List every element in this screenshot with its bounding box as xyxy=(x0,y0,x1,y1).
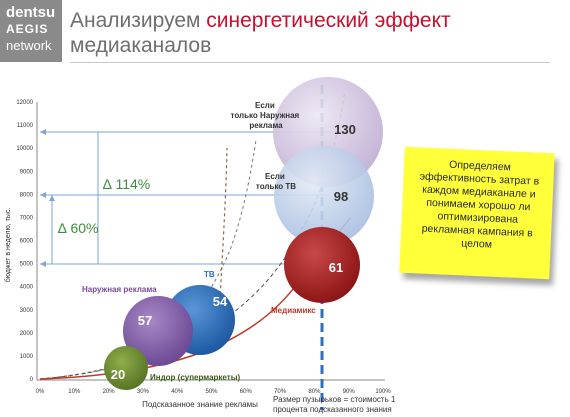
annotation-tv: ТВ xyxy=(204,270,215,279)
y-tick-label: 12000 xyxy=(16,100,33,106)
y-tick-label: 3000 xyxy=(20,308,34,314)
x-tick-label: 60% xyxy=(240,389,253,395)
x-tick-label: 40% xyxy=(171,389,184,395)
bracket-60-arrow xyxy=(49,195,55,201)
x-tick-labels: 0% 10% 20% 30% 40% 50% 60% 70% 80% 90% 100% xyxy=(36,389,392,395)
curve-outdoor xyxy=(39,139,257,380)
arrow-head-tv xyxy=(40,192,46,198)
y-tick-label: 7000 xyxy=(20,215,34,221)
x-axis-label: Подсказанное знание рекламы xyxy=(142,400,258,409)
annotation-indoor: Индор (супермаркеты) xyxy=(150,373,241,382)
bubble-size-caption: Размер пузырьков = стоимость 1 процента … xyxy=(273,395,396,414)
y-tick-label: 2000 xyxy=(20,331,34,337)
logo-line-2: AEGIS xyxy=(6,22,49,36)
y-tick-label: 9000 xyxy=(20,169,34,175)
y-tick-label: 8000 xyxy=(20,192,34,198)
y-tick-label: 5000 xyxy=(20,262,34,268)
y-tick-label: 4000 xyxy=(20,285,34,291)
delta-114-label: ∆ 114% xyxy=(103,176,150,192)
bubble-tv-only xyxy=(274,146,374,246)
bubble-label-98: 98 xyxy=(334,189,348,204)
x-tick-label: 30% xyxy=(137,389,150,395)
logo-line-3: network xyxy=(6,38,52,53)
arrow-head-outdoor xyxy=(40,129,46,135)
annotation-outdoor-only: Если только Наружная реклама xyxy=(231,101,302,130)
title-divider xyxy=(70,62,550,63)
curve-tv xyxy=(39,147,228,380)
title-highlight: синергетический эффект xyxy=(206,9,451,32)
annotation-tv-only-line-2: только ТВ xyxy=(256,182,296,191)
annotation-tv-only-line-1: Если xyxy=(265,172,285,181)
bubble-label-130: 130 xyxy=(334,122,356,137)
title-line-2: медиаканалов xyxy=(70,34,212,57)
x-tick-label: 10% xyxy=(68,389,81,395)
delta-60-label: ∆ 60% xyxy=(58,220,98,236)
bubble-label-61: 61 xyxy=(329,260,343,275)
bubble-indoor xyxy=(104,346,148,390)
x-tick-label: 70% xyxy=(274,389,287,395)
annotation-outdoor-only-line-3: реклама xyxy=(249,121,283,130)
title-part-1: Анализируем xyxy=(70,9,207,32)
annotation-outdoor: Наружная реклама xyxy=(82,285,157,294)
x-tick-label: 50% xyxy=(205,389,218,395)
page-title: Анализируем синергетический эффект медиа… xyxy=(70,8,451,58)
bubble-outdoor xyxy=(123,296,193,366)
x-tick-label: 100% xyxy=(375,389,391,395)
x-tick-label: 80% xyxy=(308,389,321,395)
sticky-note-text: Определяем эффективность затрат в каждом… xyxy=(419,158,540,251)
bubble-mediamix xyxy=(284,227,360,303)
annotation-outdoor-only-line-1: Если xyxy=(255,101,275,110)
x-tick-label: 90% xyxy=(343,389,356,395)
x-tick-label: 0% xyxy=(36,389,45,395)
dentsu-aegis-logo: dentsu AEGIS network xyxy=(0,0,62,62)
y-tick-label: 6000 xyxy=(20,239,34,245)
annotation-tv-only: Если только ТВ xyxy=(256,172,296,191)
y-tick-label: 0 xyxy=(30,377,34,383)
annotation-mediamix: Медиамикс xyxy=(271,306,316,315)
x-tick-label: 20% xyxy=(103,389,116,395)
bubble-label-57: 57 xyxy=(138,313,152,328)
y-axis-label: бюджет в неделю, тыс. xyxy=(4,208,12,283)
arrow-head-mediamix xyxy=(40,261,46,267)
y-tick-labels: 0 1000 2000 3000 4000 5000 6000 7000 8000 9000 100… xyxy=(16,100,33,383)
sticky-note: Определяем эффективность затрат в каждом… xyxy=(399,146,555,280)
y-tick-label: 10000 xyxy=(16,146,33,152)
y-tick-label: 11000 xyxy=(17,123,34,129)
bubble-label-54: 54 xyxy=(213,294,228,309)
bubble-label-20: 20 xyxy=(111,367,125,382)
annotation-outdoor-only-line-2: только Наружная xyxy=(231,111,300,120)
y-tick-label: 1000 xyxy=(20,354,34,360)
logo-line-1: dentsu xyxy=(6,4,56,21)
